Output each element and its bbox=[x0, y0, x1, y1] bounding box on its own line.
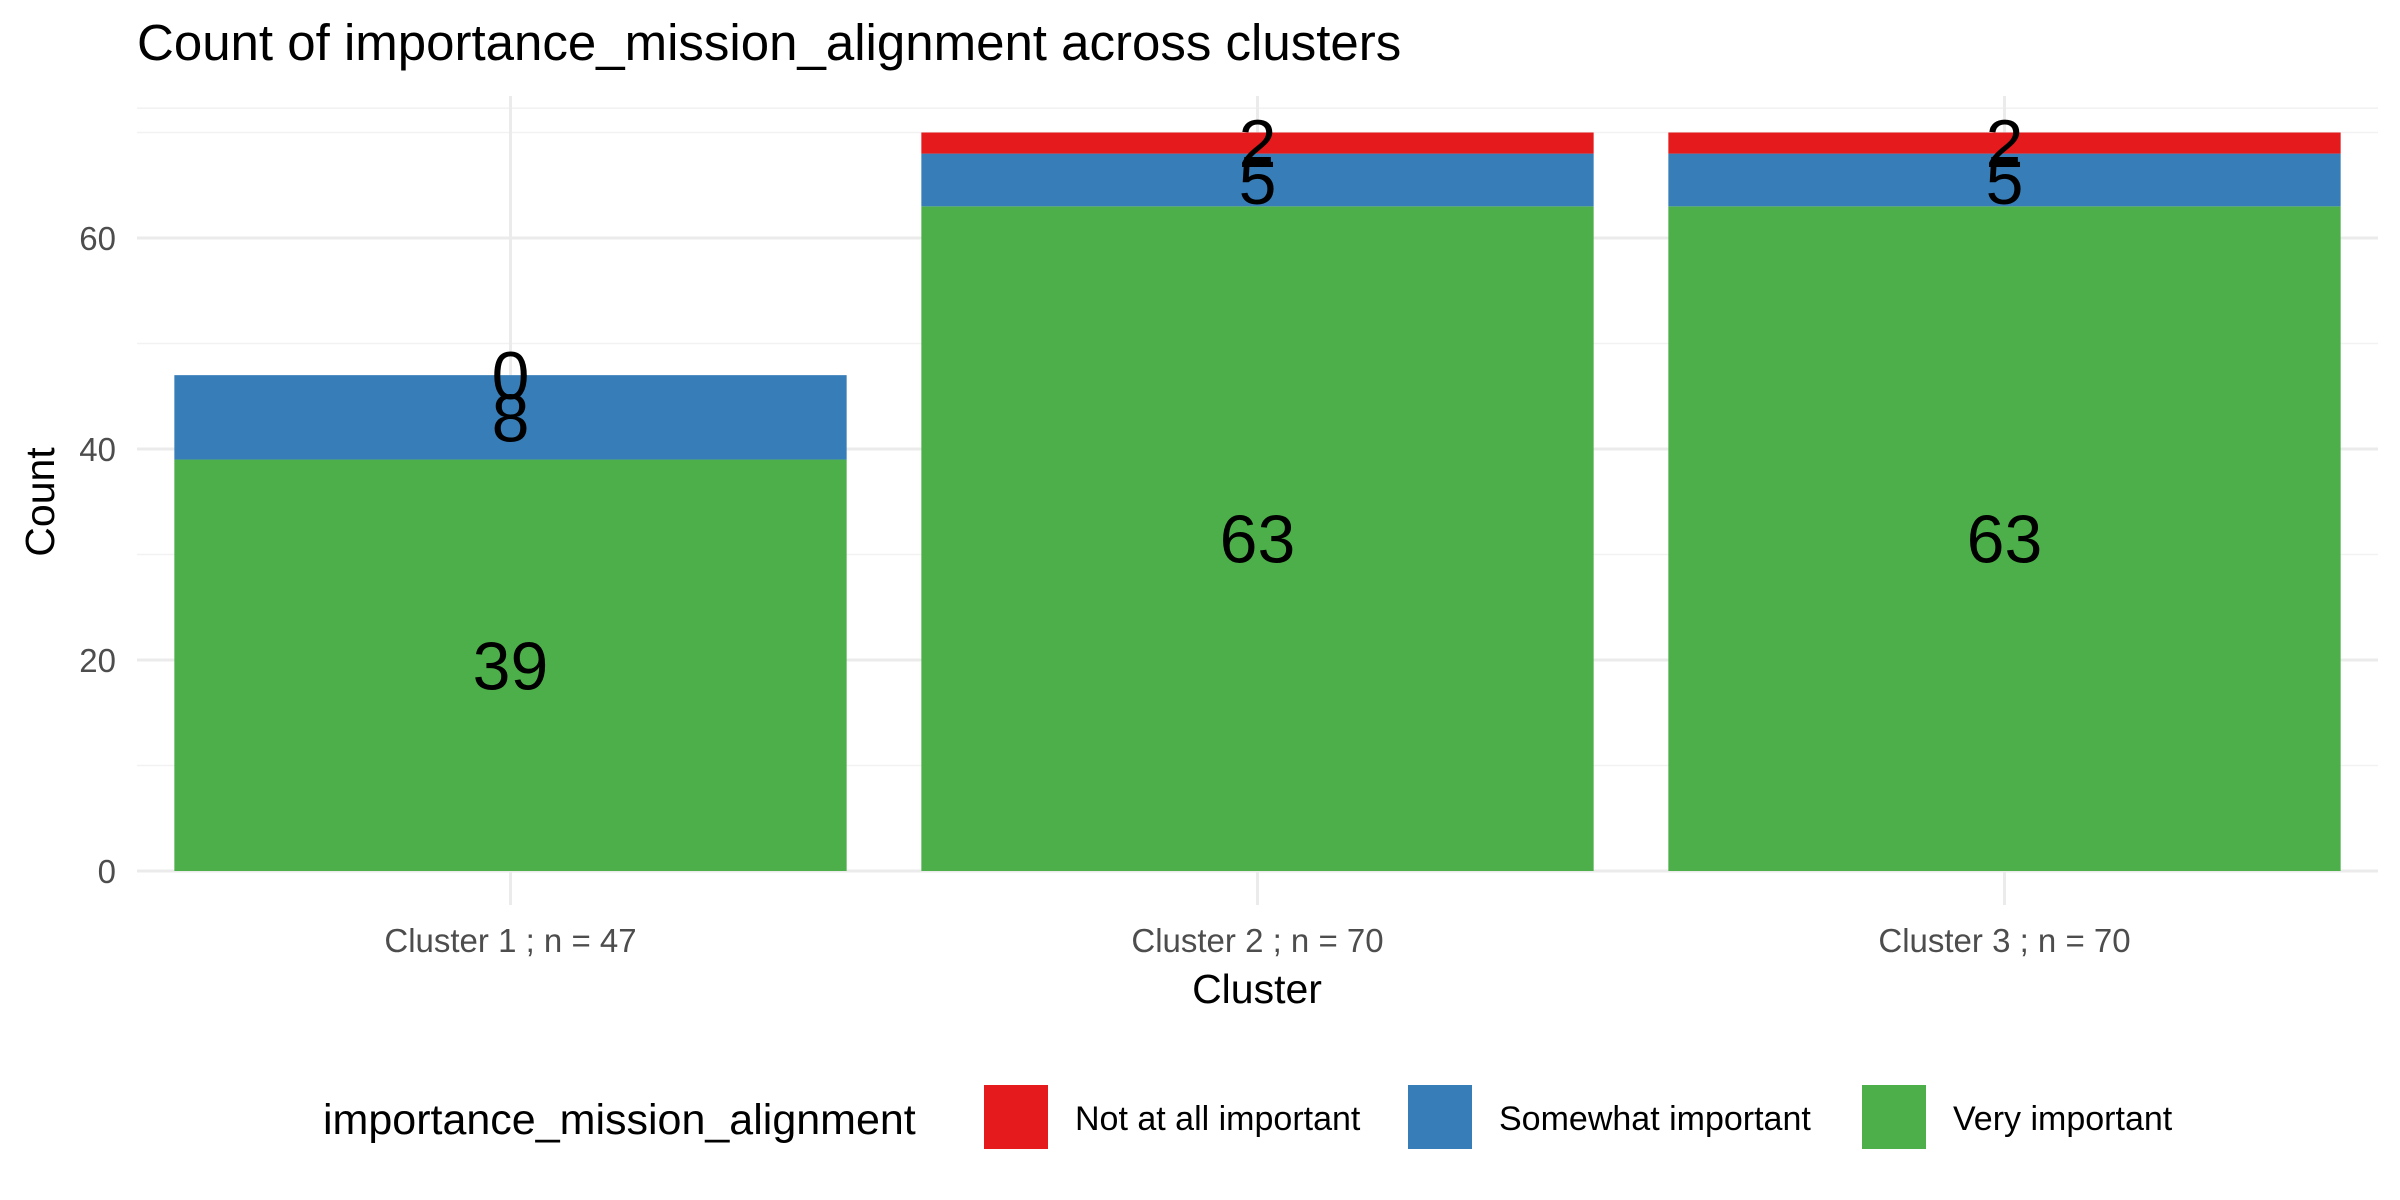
bar-segment bbox=[921, 206, 1594, 872]
y-axis-title: Count bbox=[17, 447, 63, 557]
legend: importance_mission_alignment Not at all … bbox=[323, 1085, 2173, 1149]
legend-label: Not at all important bbox=[1075, 1100, 1361, 1138]
bar-value-label: 2 bbox=[1986, 106, 2024, 182]
x-tick-label: Cluster 3 ; n = 70 bbox=[1878, 922, 2130, 959]
x-axis-title: Cluster bbox=[1192, 966, 1322, 1012]
legend-swatch bbox=[984, 1085, 1048, 1149]
y-tick-label: 20 bbox=[79, 642, 116, 679]
legend-label: Somewhat important bbox=[1499, 1100, 1811, 1138]
chart-title: Count of importance_mission_alignment ac… bbox=[137, 14, 1401, 71]
bar-value-label: 5 bbox=[1986, 143, 2024, 219]
y-axis-ticks: 0 20 40 60 bbox=[79, 220, 116, 890]
bar-value-label: 0 bbox=[492, 338, 530, 414]
y-tick-label: 0 bbox=[98, 853, 116, 890]
y-tick-label: 60 bbox=[79, 220, 116, 257]
x-axis-ticks: Cluster 1 ; n = 47 Cluster 2 ; n = 70 Clus… bbox=[384, 922, 2130, 959]
x-tick-label: Cluster 1 ; n = 47 bbox=[384, 922, 636, 959]
bars bbox=[174, 132, 2341, 872]
bar-value-label: 2 bbox=[1239, 106, 1277, 182]
legend-title: importance_mission_alignment bbox=[323, 1096, 916, 1144]
bar-value-label: 39 bbox=[473, 628, 549, 704]
legend-swatch bbox=[1408, 1085, 1472, 1149]
bar-segment bbox=[174, 375, 847, 460]
bar-segment bbox=[174, 459, 847, 871]
bar-segment bbox=[1668, 206, 2341, 872]
bar-value-label: 63 bbox=[1967, 502, 2043, 578]
bar-value-label: 5 bbox=[1239, 143, 1277, 219]
legend-swatch bbox=[1862, 1085, 1926, 1149]
bar-value-label: 63 bbox=[1220, 502, 1296, 578]
bar-segment bbox=[1668, 153, 2341, 207]
bar-segment bbox=[921, 132, 1594, 154]
bar-segment bbox=[1668, 132, 2341, 154]
bar-value-label: 8 bbox=[492, 380, 530, 456]
legend-label: Very important bbox=[1953, 1100, 2173, 1138]
bar-segment bbox=[921, 153, 1594, 207]
x-tick-label: Cluster 2 ; n = 70 bbox=[1131, 922, 1383, 959]
y-tick-label: 40 bbox=[79, 431, 116, 468]
